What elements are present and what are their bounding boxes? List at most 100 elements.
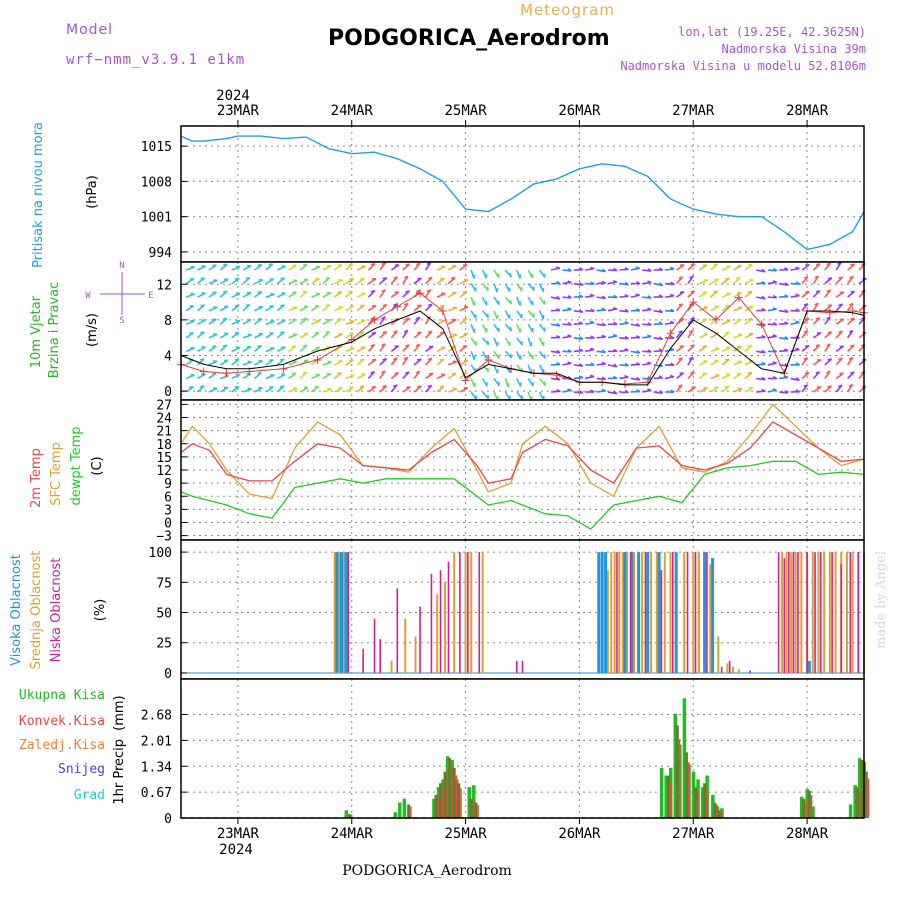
wind-arrow-head <box>827 277 833 280</box>
wind-arrow-head <box>293 279 298 282</box>
wind-arrow-head <box>590 389 595 393</box>
wind-ylabel-line1: 10m Vjetar <box>29 295 44 368</box>
compass-w: W <box>85 291 91 301</box>
wind-arrow-head <box>795 320 800 324</box>
wind-arrow-head <box>784 348 789 352</box>
wind-arrow-head <box>416 385 422 388</box>
wind-arrow-head <box>601 280 606 284</box>
wind-arrow-head <box>394 345 399 348</box>
wind-arrow-head <box>736 276 741 280</box>
wind-arrow-head <box>803 303 809 306</box>
wind-arrow-head <box>567 268 572 272</box>
wind-arrow-head <box>486 340 490 345</box>
wind-arrow-head <box>370 262 376 266</box>
wind-arrow-head <box>360 304 365 307</box>
wind-arrow-head <box>848 383 853 388</box>
wind-arrow-head <box>658 267 664 271</box>
wind-arrow-head <box>578 267 584 271</box>
precip-conv-edge <box>669 781 672 818</box>
wind-arrow-head <box>382 357 387 361</box>
wind-arrow-head <box>452 387 457 390</box>
wind-arrow-head <box>590 347 595 351</box>
wind-arrow-head <box>452 360 457 363</box>
legend-frozen-rain: Zaledj.Kisa <box>19 738 105 753</box>
wind-arrow-head <box>247 360 252 363</box>
wind-arrow-head <box>213 306 218 309</box>
wind-arrow-head <box>417 277 422 280</box>
wind-arrow-head <box>795 389 800 393</box>
cloud-high-label: Visoka Oblacnost <box>9 554 24 666</box>
wind-arrow-head <box>360 277 365 280</box>
wind-arrow-head <box>427 384 432 388</box>
precip-total-bar <box>682 698 687 818</box>
wind-arrow-head <box>713 263 718 266</box>
wind-arrow-head <box>280 358 285 361</box>
wind-arrow-head <box>486 286 489 291</box>
wind-arrow-head <box>417 331 422 334</box>
wind-arrow-head <box>579 363 584 367</box>
ytick-label: 18 <box>156 438 172 453</box>
wind-arrow-head <box>702 345 707 348</box>
wind-arrow-head <box>473 274 476 279</box>
wind-arrow-head <box>689 329 694 333</box>
wind-arrow-head <box>427 357 433 361</box>
wind-arrow-head <box>635 362 641 366</box>
wind-arrow-head <box>784 336 789 340</box>
precip-total-bar <box>467 787 471 818</box>
wind-arrow-head <box>647 361 652 365</box>
wind-arrow-head <box>815 290 821 293</box>
wind-arrow-head <box>190 319 195 322</box>
wind-arrow-head <box>325 303 330 307</box>
precip-conv-bar <box>407 804 411 818</box>
wind-arrow-head <box>613 390 618 395</box>
wind-arrow-head <box>462 317 467 321</box>
wind-arrow-head <box>815 344 820 347</box>
precip-conv-bar <box>434 794 438 818</box>
wind-arrow-head <box>624 375 629 378</box>
precip-conv-edge <box>867 778 870 818</box>
precip-conv-bar <box>666 775 670 818</box>
wind-arrow-head <box>761 376 766 381</box>
wind-arrow-head <box>647 295 652 299</box>
ytick-label: 0.67 <box>141 786 172 801</box>
cloud-unit: (%) <box>93 599 108 622</box>
wind-arrow-head <box>415 343 421 347</box>
precip-total-bar <box>402 798 407 818</box>
wind-arrow-head <box>381 289 386 293</box>
wind-arrow-head <box>613 375 618 379</box>
precip-conv-bar <box>347 814 351 818</box>
wind-arrow-head <box>670 308 675 312</box>
wind-arrow-head <box>826 289 831 293</box>
precip-conv-bar <box>703 783 707 818</box>
ytick-label: 12 <box>156 464 172 479</box>
wind-arrow-head <box>200 304 205 307</box>
precip-conv-bar <box>860 760 864 818</box>
wind-arrow-head <box>848 329 854 333</box>
wind-arrow-head <box>350 319 355 323</box>
ytick-label: 50 <box>156 607 172 622</box>
wind-arrow-head <box>394 372 399 375</box>
wind-arrow-head <box>567 388 572 392</box>
wind-arrow-head <box>601 334 606 338</box>
wind-arrow-head <box>795 347 800 351</box>
wind-arrow-head <box>850 371 855 375</box>
panel-wind: 0 4 8 12 <box>156 261 868 401</box>
wind-arrow-head <box>325 330 330 334</box>
wind-arrow-head <box>772 334 777 337</box>
wind-arrow-head <box>497 381 501 386</box>
wind-arrow-head <box>293 306 298 309</box>
wind-arrow-head <box>257 318 262 321</box>
wind-arrow-head <box>590 320 595 324</box>
wind-arrow-head <box>257 371 262 375</box>
wind-arrow-head <box>805 263 810 267</box>
wind-arrow-head <box>234 385 239 388</box>
wind-arrow-head <box>601 388 606 392</box>
wind-arrow-head <box>337 372 342 375</box>
ytick-label: 2.68 <box>141 709 172 724</box>
wind-arrow-head <box>601 268 607 273</box>
wind-arrow-head <box>381 370 386 374</box>
wind-arrow-head <box>382 303 387 307</box>
precip-legend: Ukupna Kisa Konvek.Kisa Zaledj.Kisa Snij… <box>19 688 105 803</box>
wind-arrow-head <box>827 304 832 307</box>
